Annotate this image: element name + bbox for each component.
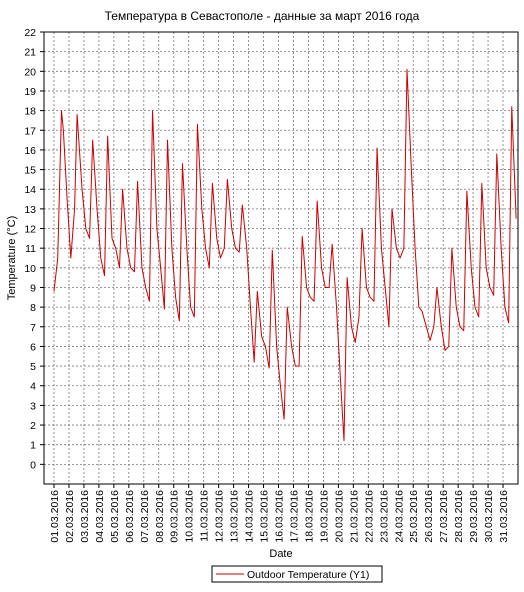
legend: Outdoor Temperature (Y1) (211, 565, 383, 583)
x-tick-label: 12.03.2016 (214, 490, 226, 543)
y-tick-label: 1 (30, 440, 36, 452)
x-tick-label: 23.03.2016 (378, 490, 390, 543)
legend-box (211, 565, 383, 583)
y-tick-label: 6 (30, 341, 36, 353)
x-tick-label: 10.03.2016 (184, 490, 196, 543)
x-tick-label: 01.03.2016 (49, 490, 61, 543)
y-tick-label: 21 (24, 47, 36, 59)
y-tick-label: 5 (30, 361, 36, 373)
y-tick-label: 8 (30, 302, 36, 314)
y-tick-label: 10 (24, 263, 36, 275)
x-tick-label: 31.03.2016 (498, 490, 510, 543)
x-tick-label: 14.03.2016 (244, 490, 256, 543)
y-tick-label: 17 (24, 125, 36, 137)
x-tick-label: 19.03.2016 (318, 490, 330, 543)
x-tick-label: 18.03.2016 (303, 490, 315, 543)
x-tick-label: 21.03.2016 (348, 490, 360, 543)
x-tick-label: 28.03.2016 (453, 490, 465, 543)
x-tick-label: 25.03.2016 (408, 490, 420, 543)
x-tick-label: 02.03.2016 (64, 490, 76, 543)
x-tick-label: 22.03.2016 (363, 490, 375, 543)
x-tick-label: 13.03.2016 (229, 490, 241, 543)
x-tick-label: 03.03.2016 (79, 490, 91, 543)
x-tick-label: 15.03.2016 (259, 490, 271, 543)
x-tick-label: 20.03.2016 (333, 490, 345, 543)
grid (44, 31, 518, 484)
x-tick-label: 30.03.2016 (483, 490, 495, 543)
x-tick-label: 06.03.2016 (124, 490, 136, 543)
y-tick-label: 9 (30, 282, 36, 294)
x-tick-label: 26.03.2016 (423, 490, 435, 543)
y-tick-label: 7 (30, 322, 36, 334)
y-tick-label: 3 (30, 400, 36, 412)
x-axis-label: Date (269, 548, 292, 560)
x-tick-label: 16.03.2016 (274, 490, 286, 543)
x-tick-label: 17.03.2016 (288, 490, 300, 543)
x-axis-ticks: 01.03.2016 02.03.2016 03.03.2016 04.03.2016… (49, 484, 510, 543)
x-tick-label: 09.03.2016 (169, 490, 181, 543)
y-tick-label: 15 (24, 165, 36, 177)
x-tick-label: 05.03.2016 (109, 490, 121, 543)
y-tick-label: 18 (24, 106, 36, 118)
x-tick-label: 08.03.2016 (154, 490, 166, 543)
x-tick-label: 07.03.2016 (139, 490, 151, 543)
y-axis-label: Temperature (°C) (6, 216, 18, 300)
series-line-outdoor-temperature (53, 68, 517, 442)
legend-entry-outdoor-temperature: Outdoor Temperature (Y1) (247, 569, 369, 581)
y-tick-label: 16 (24, 145, 36, 157)
x-tick-label: 27.03.2016 (438, 490, 450, 543)
x-tick-label: 11.03.2016 (199, 490, 211, 542)
y-tick-label: 20 (24, 66, 36, 78)
x-tick-label: 29.03.2016 (468, 490, 480, 543)
x-tick-label: 04.03.2016 (94, 490, 106, 543)
x-tick-label: 24.03.2016 (393, 490, 405, 543)
y-tick-label: 14 (24, 184, 36, 196)
y-tick-label: 4 (30, 381, 36, 393)
y-tick-label: 11 (25, 243, 36, 255)
y-tick-label: 13 (24, 204, 36, 216)
y-tick-label: 12 (24, 224, 36, 236)
y-tick-label: 0 (30, 459, 36, 471)
chart-title: Температура в Севастополе - данные за ма… (105, 9, 420, 23)
plot-frame (43, 31, 519, 485)
y-tick-label: 19 (24, 86, 36, 98)
y-tick-label: 2 (30, 420, 36, 432)
y-tick-label: 22 (24, 27, 36, 39)
